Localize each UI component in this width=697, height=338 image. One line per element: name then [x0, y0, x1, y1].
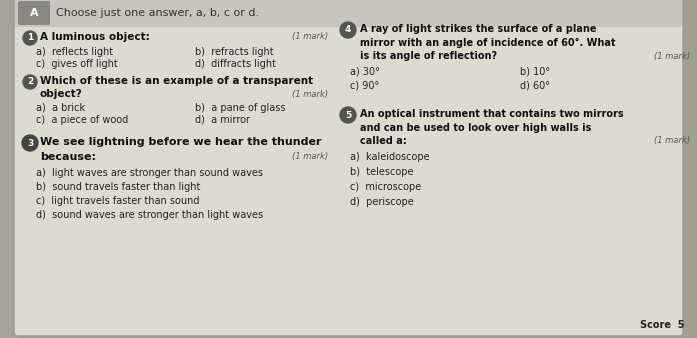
Circle shape	[22, 135, 38, 151]
Text: A ray of light strikes the surface of a plane: A ray of light strikes the surface of a …	[360, 24, 597, 34]
Text: c)  gives off light: c) gives off light	[36, 59, 118, 69]
Bar	[0, 0, 20, 338]
Text: d)  periscope: d) periscope	[350, 197, 414, 207]
Text: because:: because:	[40, 152, 96, 162]
Text: c)  microscope: c) microscope	[350, 182, 421, 192]
Circle shape	[23, 75, 37, 89]
Text: d)  a mirror: d) a mirror	[195, 115, 250, 125]
Text: is its angle of reflection?: is its angle of reflection?	[360, 51, 497, 61]
Text: c) 90°: c) 90°	[350, 80, 379, 90]
Text: b) 10°: b) 10°	[520, 67, 550, 77]
Text: 5: 5	[345, 111, 351, 120]
Text: 4: 4	[345, 25, 351, 34]
Text: An optical instrument that contains two mirrors: An optical instrument that contains two …	[360, 109, 624, 119]
Text: a)  reflects light: a) reflects light	[36, 47, 113, 57]
Text: (1 mark): (1 mark)	[292, 152, 328, 162]
Text: Score  5: Score 5	[641, 320, 685, 330]
Text: 3: 3	[27, 139, 33, 147]
Text: a)  light waves are stronger than sound waves: a) light waves are stronger than sound w…	[36, 168, 263, 178]
Text: a)  kaleidoscope: a) kaleidoscope	[350, 152, 429, 162]
Text: d)  sound waves are stronger than light waves: d) sound waves are stronger than light w…	[36, 210, 263, 220]
FancyBboxPatch shape	[14, 0, 683, 336]
Text: We see lightning before we hear the thunder: We see lightning before we hear the thun…	[40, 137, 321, 147]
Text: mirror with an angle of incidence of 60°. What: mirror with an angle of incidence of 60°…	[360, 38, 615, 48]
Text: a) 30°: a) 30°	[350, 67, 380, 77]
Text: (1 mark): (1 mark)	[654, 51, 690, 61]
Text: A luminous object:: A luminous object:	[40, 32, 150, 42]
Text: (1 mark): (1 mark)	[654, 137, 690, 145]
Text: 2: 2	[27, 77, 33, 87]
Text: Which of these is an example of a transparent: Which of these is an example of a transp…	[40, 76, 313, 86]
Circle shape	[340, 107, 356, 123]
Text: b)  telescope: b) telescope	[350, 167, 413, 177]
Text: Choose just one answer, a, b, c or d.: Choose just one answer, a, b, c or d.	[56, 8, 259, 18]
Text: d) 60°: d) 60°	[520, 80, 550, 90]
Text: called a:: called a:	[360, 136, 407, 146]
Text: and can be used to look over high walls is: and can be used to look over high walls …	[360, 123, 591, 133]
Text: (1 mark): (1 mark)	[292, 32, 328, 42]
Text: 1: 1	[27, 33, 33, 43]
FancyBboxPatch shape	[18, 1, 50, 25]
Text: b)  refracts light: b) refracts light	[195, 47, 274, 57]
Text: c)  light travels faster than sound: c) light travels faster than sound	[36, 196, 199, 206]
Text: a)  a brick: a) a brick	[36, 103, 85, 113]
Circle shape	[23, 31, 37, 45]
Circle shape	[340, 22, 356, 38]
Text: object?: object?	[40, 89, 83, 99]
Text: c)  a piece of wood: c) a piece of wood	[36, 115, 128, 125]
Text: d)  diffracts light: d) diffracts light	[195, 59, 276, 69]
FancyBboxPatch shape	[15, 0, 682, 27]
Text: b)  sound travels faster than light: b) sound travels faster than light	[36, 182, 200, 192]
Text: b)  a pane of glass: b) a pane of glass	[195, 103, 286, 113]
Text: A: A	[30, 8, 38, 18]
Text: (1 mark): (1 mark)	[292, 90, 328, 98]
